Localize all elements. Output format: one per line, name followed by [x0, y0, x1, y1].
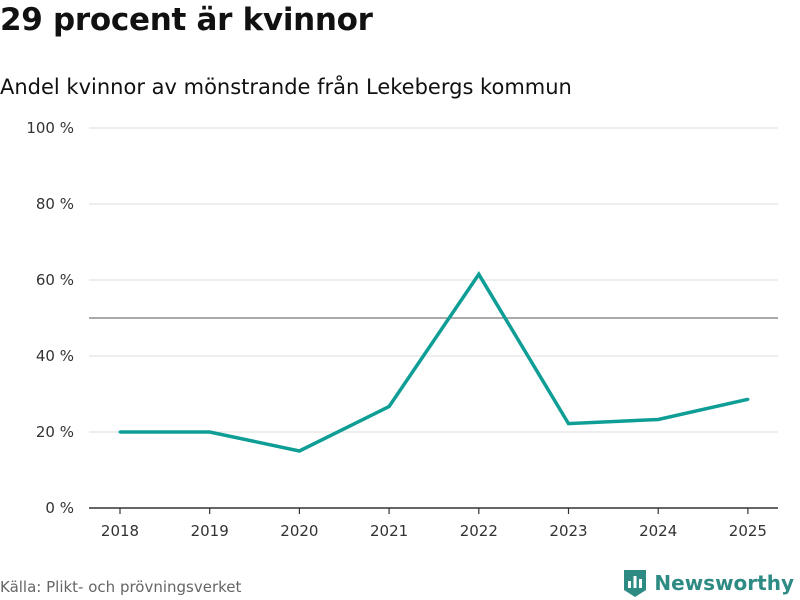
- x-tick-label: 2019: [191, 522, 229, 540]
- chart-subtitle: Andel kvinnor av mönstrande från Lekeber…: [0, 75, 572, 99]
- source-note: Källa: Plikt- och prövningsverket: [0, 578, 242, 596]
- y-tick-label: 80 %: [36, 195, 74, 213]
- chart-title: 29 procent är kvinnor: [0, 2, 373, 38]
- grid-layer: [89, 127, 778, 433]
- bar-chart-shield-icon: [624, 570, 647, 597]
- y-tick-label: 20 %: [36, 423, 74, 441]
- data-point: [118, 430, 122, 434]
- data-point: [387, 405, 391, 409]
- brand-name: Newsworthy: [654, 571, 794, 595]
- data-point: [477, 272, 481, 276]
- x-tick-label: 2023: [549, 522, 587, 540]
- y-tick-label: 40 %: [36, 347, 74, 365]
- axis-layer: 0 % 20 % 40 % 60 % 80 % 100 % 2018 2019 2020 2021…: [26, 119, 778, 540]
- data-point: [208, 430, 212, 434]
- x-tick-label: 2021: [370, 522, 408, 540]
- y-tick-label: 100 %: [26, 119, 74, 137]
- x-tick-label: 2022: [460, 522, 498, 540]
- x-tick-label: 2024: [639, 522, 677, 540]
- data-point: [297, 449, 301, 453]
- y-tick-label: 0 %: [45, 499, 74, 517]
- data-point: [656, 417, 660, 421]
- data-point: [567, 422, 570, 426]
- x-tick-label: 2020: [280, 522, 318, 540]
- series-layer: [118, 271, 750, 453]
- series-line: [120, 271, 749, 453]
- y-tick-label: 60 %: [36, 271, 74, 289]
- x-tick-label: 2025: [729, 522, 767, 540]
- x-tick-label: 2018: [101, 522, 139, 540]
- brand-logo: Newsworthy: [622, 568, 794, 598]
- data-point: [746, 397, 750, 401]
